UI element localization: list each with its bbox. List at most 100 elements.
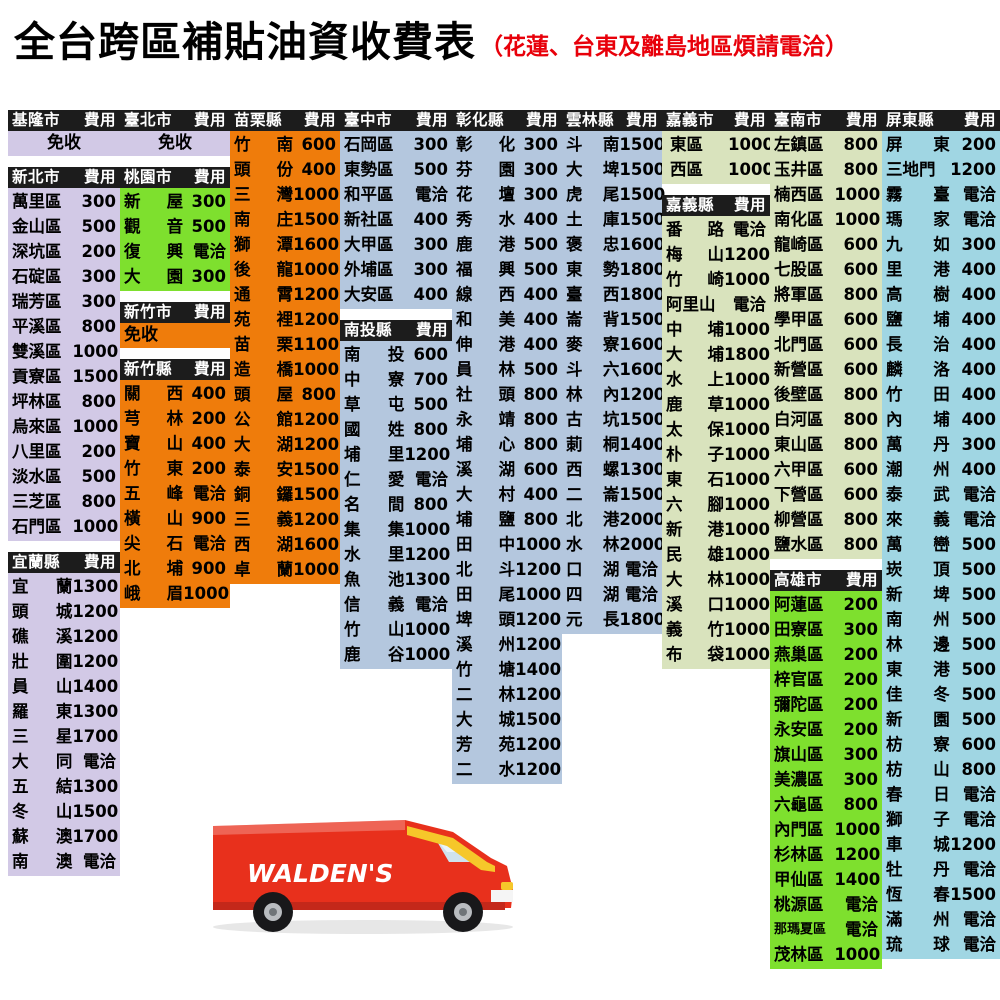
row-area-name-char: 新營區 xyxy=(774,360,824,379)
row-area-name: 田尾 xyxy=(456,582,515,607)
table-row: 頭份 400 xyxy=(230,157,340,182)
row-area-name: 崙背 xyxy=(566,307,619,332)
table-row: 大埤 1500 xyxy=(562,157,665,182)
row-area-name-char: 庫 xyxy=(602,210,620,229)
row-fee-value: 1400 xyxy=(72,677,119,696)
row-fee-value: 1200 xyxy=(293,285,340,304)
group-header-nantou: 南投縣 費用 xyxy=(340,320,452,341)
row-fee-value: 1000 xyxy=(728,160,774,179)
group-header-fee-label: 費用 xyxy=(303,111,336,129)
table-row: 伸港 400 xyxy=(452,332,562,357)
row-area-name-char: 芳 xyxy=(456,735,473,754)
group-header-changhua: 彰化縣 費用 xyxy=(452,110,562,131)
row-area-name: 六龜區 xyxy=(774,792,834,817)
group-header-name: 臺中市 xyxy=(344,111,393,129)
row-area-name: 礁溪 xyxy=(12,624,72,649)
row-area-name-char: 眉 xyxy=(166,584,184,603)
row-fee-value: 500 xyxy=(191,217,226,236)
group-header-fee-label: 費用 xyxy=(963,111,996,129)
row-area-name-char: 銅 xyxy=(234,485,251,504)
row-area-name: 竹崎 xyxy=(666,267,724,292)
row-area-name-char: 雄 xyxy=(707,545,725,564)
row-area-name: 大同 xyxy=(12,749,72,774)
row-fee-value: 1200 xyxy=(515,560,562,579)
row-area-name-char: 新 xyxy=(886,710,903,729)
row-area-name-char: 村 xyxy=(498,485,516,504)
row-fee-value: 600 xyxy=(413,345,448,364)
row-area-name-char: 草 xyxy=(344,395,361,414)
table-row: 龍崎區 600 xyxy=(770,232,882,257)
row-area-name: 甲仙區 xyxy=(774,867,834,892)
row-area-name-char: 太 xyxy=(666,420,683,439)
row-area-name-char: 麥 xyxy=(566,335,583,354)
row-area-name-char: 腳 xyxy=(707,495,725,514)
row-area-name-char: 裡 xyxy=(276,310,294,329)
row-fee-value: 200 xyxy=(81,242,116,261)
table-row: 田寮區 300 xyxy=(770,617,882,642)
row-fee-value: 1700 xyxy=(72,827,119,846)
group-rows-nantou: 南投 600 中寮 700 草屯 500 國姓 800 埔里 1200 仁愛電洽名間 800 集集 100… xyxy=(340,341,452,669)
row-area-name: 茂林區 xyxy=(774,942,834,967)
row-area-name-char: 南 xyxy=(12,852,29,871)
row-area-name-char: 永安區 xyxy=(774,720,824,739)
row-fee-value: 800 xyxy=(523,435,558,454)
row-fee-value: 1000 xyxy=(834,945,881,964)
row-area-name-char: 茂林區 xyxy=(774,945,824,964)
row-fee-value: 800 xyxy=(81,392,116,411)
table-row: 大埔 1800 xyxy=(662,342,770,367)
row-area-name-char: 和 xyxy=(456,310,473,329)
table-row: 新屋 300 xyxy=(120,189,230,214)
row-area-name-char: 內 xyxy=(886,410,903,429)
row-area-name: 大湖 xyxy=(234,432,293,457)
row-area-name-char: 日 xyxy=(933,785,950,804)
row-area-name-char: 八里區 xyxy=(12,442,62,461)
row-area-name-char: 名 xyxy=(344,495,361,514)
group-header-name: 新竹縣 xyxy=(124,360,173,378)
row-area-name-char: 甲仙區 xyxy=(774,870,824,889)
row-fee-value: 電洽 xyxy=(963,210,996,229)
row-area-name: 泰安 xyxy=(234,457,293,482)
table-row: 那瑪夏區 電洽 xyxy=(770,917,882,942)
row-fee-value: 1000 xyxy=(724,595,770,614)
row-area-name-char: 後壁區 xyxy=(774,385,824,404)
row-area-name: 斗南 xyxy=(566,132,619,157)
row-area-name-char: 鹽 xyxy=(886,310,903,329)
row-area-name-char: 苑 xyxy=(234,310,251,329)
row-area-name: 三地門 xyxy=(886,157,950,182)
row-area-name-char: 田 xyxy=(933,385,950,404)
row-area-name-char: 朴 xyxy=(666,445,683,464)
row-fee-value: 600 xyxy=(843,360,878,379)
row-area-name: 杉林區 xyxy=(774,842,834,867)
row-fee-value: 電洽 xyxy=(963,860,996,879)
table-row: 員林 500 xyxy=(452,357,562,382)
group-rows-changhua: 彰化 300 芬園 300 花壇 300 秀水 400 鹿港 500 福興 500 線西 400 和美 400… xyxy=(452,131,562,784)
table-row: 草屯 500 xyxy=(340,392,452,417)
table-column-col-6: 雲林縣 費用斗南 1500 大埤 1500 虎尾 1500 土庫 1500 褒忠 1600 東勢 180… xyxy=(562,110,666,634)
row-area-name-char: 澳 xyxy=(55,852,73,871)
table-row: 玉井區 800 xyxy=(770,157,882,182)
row-area-name: 國姓 xyxy=(344,417,404,442)
table-row: 觀音 500 xyxy=(120,214,230,239)
row-fee-value: 1200 xyxy=(724,245,770,264)
row-fee-value: 600 xyxy=(843,335,878,354)
row-fee-value: 1800 xyxy=(619,260,666,279)
row-fee-value: 1000 xyxy=(724,545,770,564)
row-area-name-char: 鹿 xyxy=(344,645,361,664)
fee-group-kaohsiung: 高雄市 費用 阿蓮區 200 田寮區 300 燕巢區 200 梓官區 200 彌陀區 200 永安區 20… xyxy=(770,570,882,969)
row-area-name-char: 峰 xyxy=(166,484,184,503)
table-row: 牡丹電洽 xyxy=(882,857,1000,882)
row-area-name: 大甲區 xyxy=(344,232,404,257)
table-row: 林內 1200 xyxy=(562,382,665,407)
row-area-name-char: 燕巢區 xyxy=(774,645,824,664)
row-area-name-char: 埔 xyxy=(456,510,473,529)
row-fee-value: 800 xyxy=(843,410,878,429)
row-area-name-char: 外埔區 xyxy=(344,260,394,279)
row-fee-value: 1000 xyxy=(293,360,340,379)
row-area-name-char: 谷 xyxy=(387,645,405,664)
row-fee-value: 1500 xyxy=(72,367,119,386)
row-area-name-char: 義 xyxy=(276,510,294,529)
row-area-name-char: 冬 xyxy=(12,802,29,821)
row-area-name: 萬丹 xyxy=(886,432,950,457)
table-row: 左鎮區 800 xyxy=(770,132,882,157)
table-row: 虎尾 1500 xyxy=(562,182,665,207)
